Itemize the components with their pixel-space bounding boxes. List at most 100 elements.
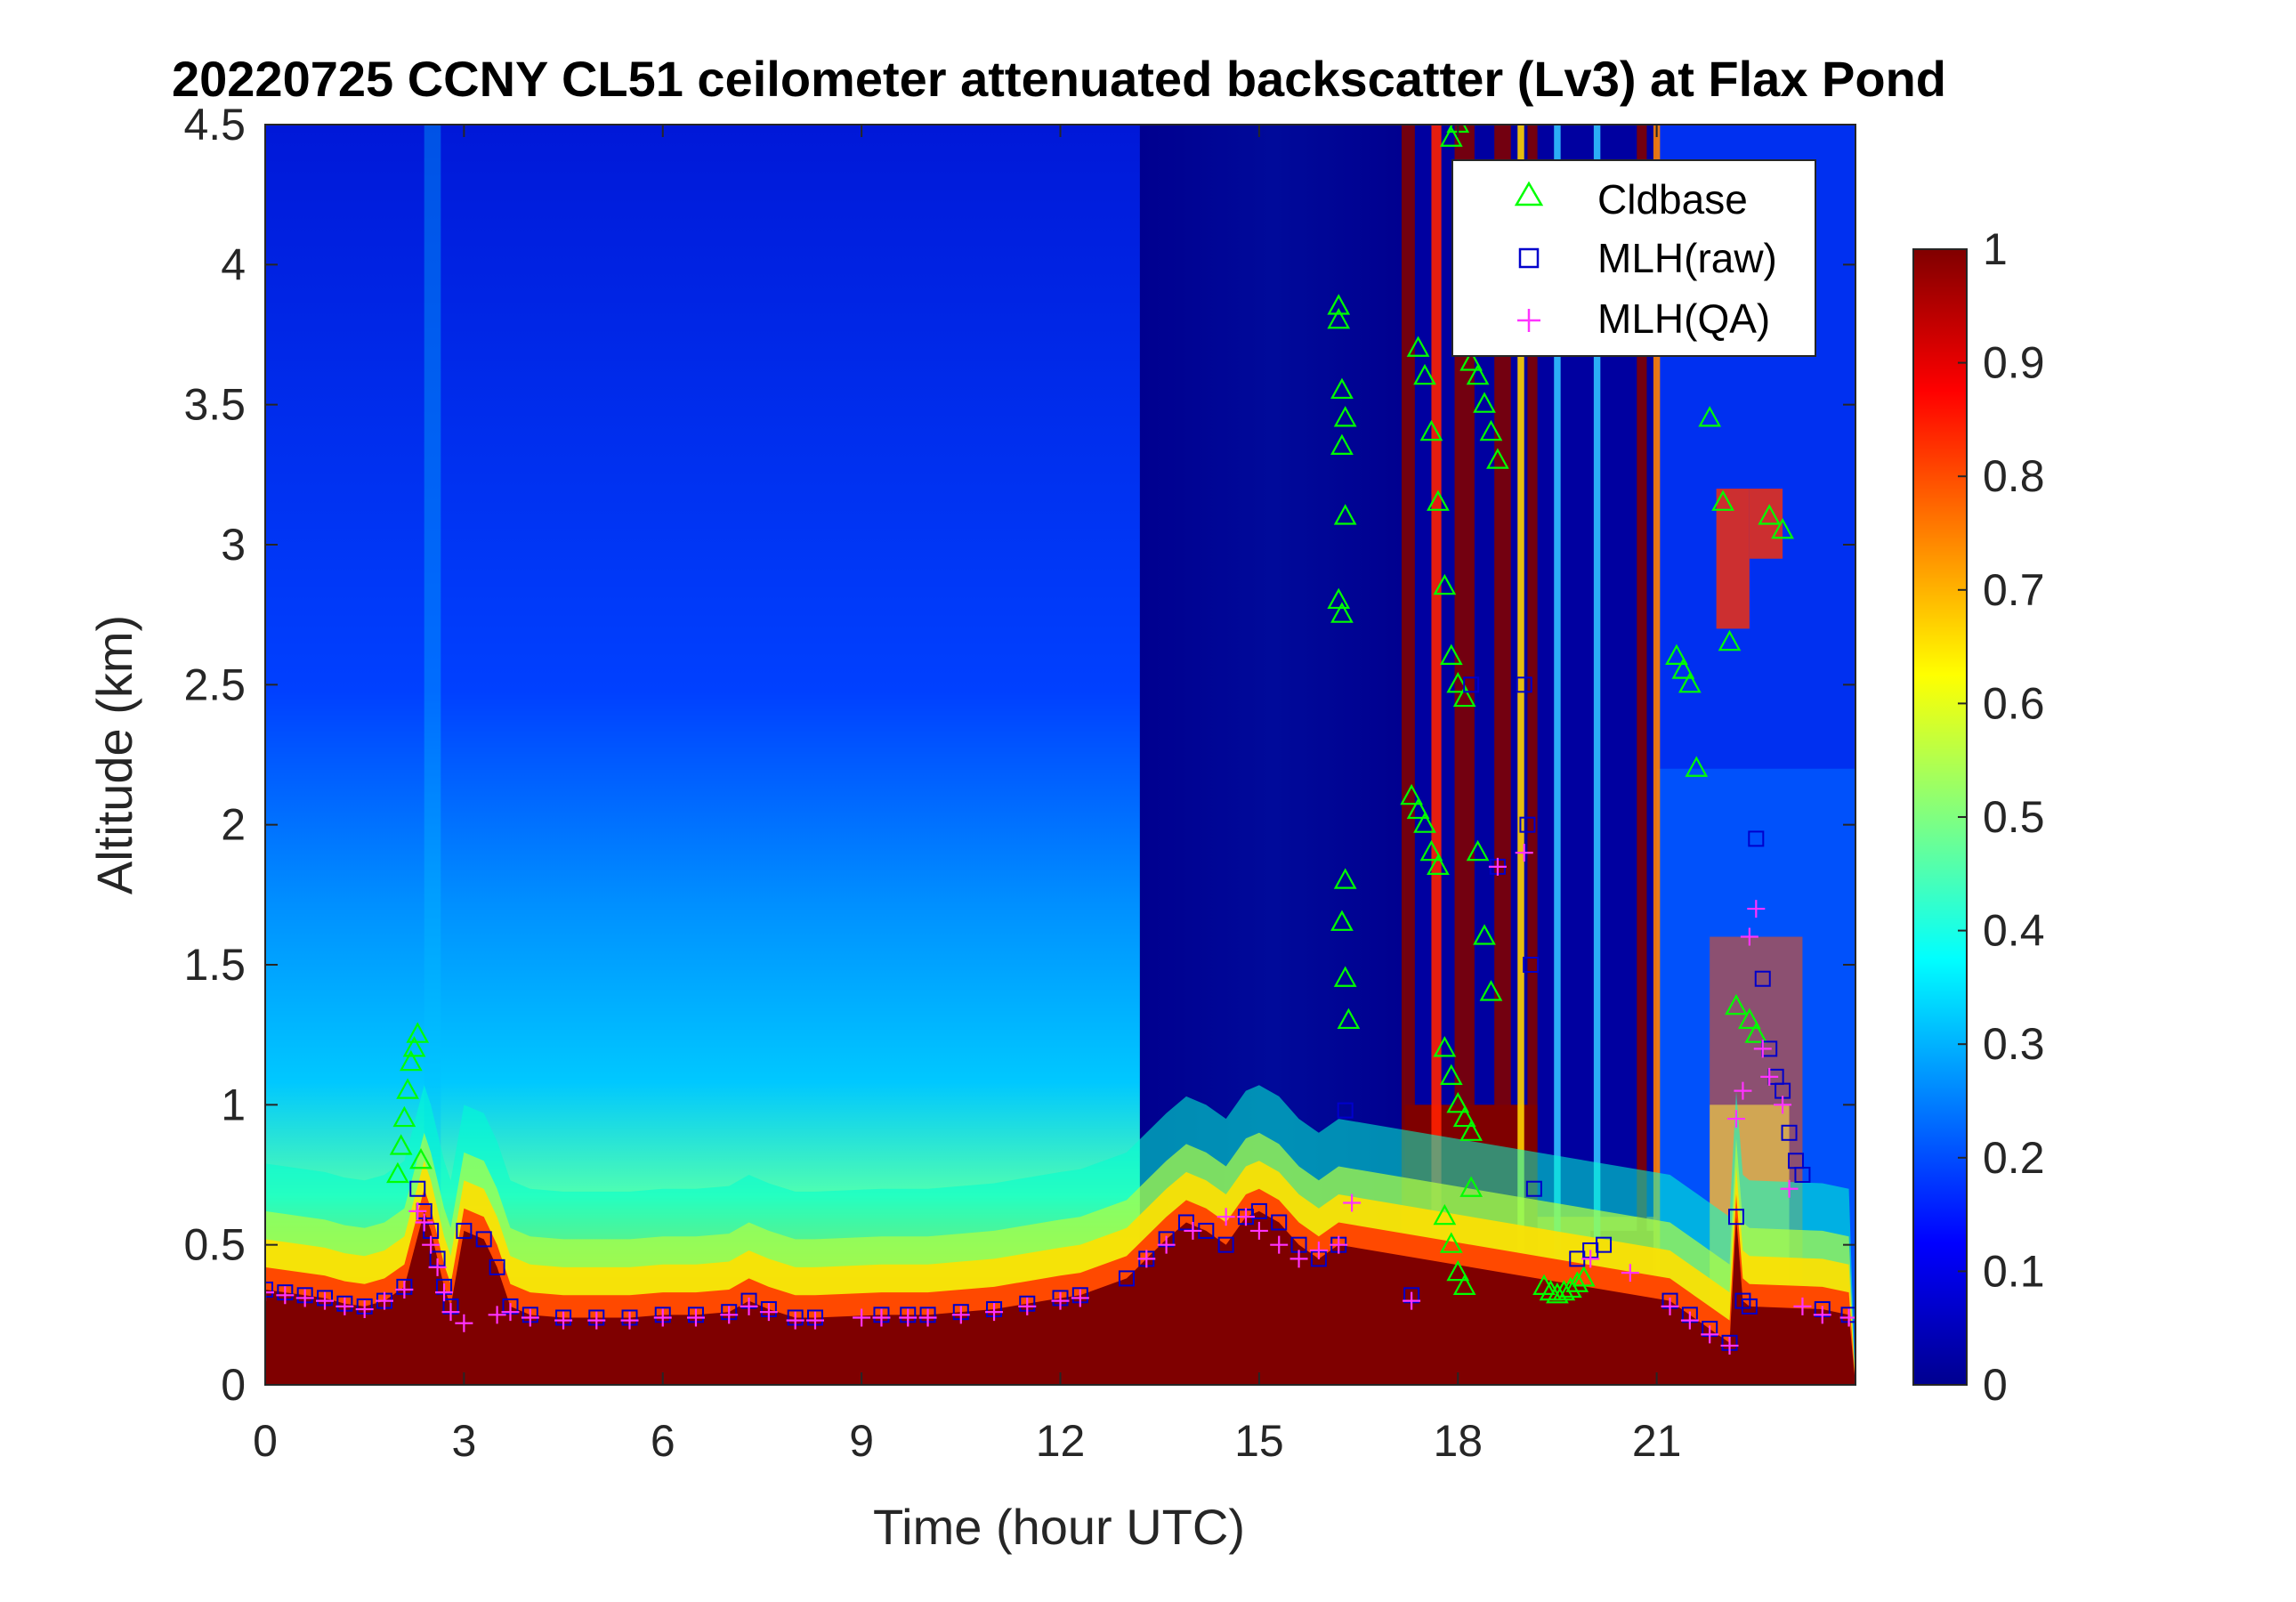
cldbase-marker: [1725, 993, 1748, 1015]
cldbase-marker: [1333, 966, 1357, 987]
mlh-raw-marker: [489, 1258, 505, 1275]
storm-column: [1554, 125, 1561, 1385]
mlh-qa-marker: [1137, 1250, 1156, 1268]
mlh-qa-marker: [853, 1308, 871, 1327]
colorbar-tick-label: 0: [1983, 1360, 2008, 1410]
early-column: [424, 125, 441, 1385]
mlh-raw-marker: [1754, 970, 1771, 987]
cldbase-marker: [1446, 672, 1470, 693]
y-tick-label: 4: [221, 239, 246, 289]
storm-column: [1517, 125, 1524, 1385]
storm-column: [1637, 125, 1647, 1385]
cldbase-marker: [1711, 490, 1734, 511]
mlh-qa-marker: [1701, 1325, 1719, 1344]
mlh-qa-marker: [316, 1291, 335, 1310]
mlh-qa-marker: [521, 1308, 539, 1327]
mlh-qa-marker: [653, 1308, 672, 1327]
mlh-qa-marker: [686, 1308, 705, 1327]
mlh-qa-marker: [759, 1303, 778, 1322]
mlh-qa-marker: [1330, 1235, 1348, 1254]
cldbase-marker: [1486, 448, 1509, 469]
cldbase-marker: [1665, 643, 1688, 665]
square-marker-icon: [1518, 247, 1540, 269]
mlh-qa-marker: [1217, 1208, 1235, 1226]
cldbase-marker: [409, 1147, 433, 1169]
colorbar-ticks: 0 0.1 0.2 0.3 0.4 0.5 0.6 0.7 0.8 0.9 1: [1958, 224, 2045, 1410]
cldbase-marker: [1452, 1105, 1476, 1128]
mlh-qa-marker: [1680, 1311, 1699, 1330]
cldbase-marker: [1466, 363, 1490, 385]
x-tick-label: 6: [651, 1416, 675, 1466]
mlh-qa-marker: [1774, 1096, 1792, 1114]
cldbase-marker: [402, 1036, 426, 1057]
cldbase-marker: [406, 1022, 430, 1043]
mlh-qa-marker: [1515, 844, 1533, 862]
y-tick-label: 0: [221, 1360, 246, 1410]
mlh-qa-marker: [1051, 1291, 1070, 1310]
y-tick-label: 1.5: [183, 940, 246, 990]
mlh-raw-marker: [1463, 676, 1480, 693]
cldbase-marker: [1327, 587, 1351, 610]
y-axis: 0 0.5 1 1.5 2 2.5 3 3.5 4 4.5: [183, 100, 1855, 1410]
cldbase-marker: [1433, 573, 1457, 595]
colorbar-gradient: [1912, 248, 1968, 1386]
legend-entry-mlh-qa: MLH(QA): [1517, 295, 1770, 342]
mlh-raw-marker: [1727, 1209, 1744, 1226]
mlh-qa-marker: [265, 1283, 274, 1302]
storm-column: [1454, 125, 1475, 1385]
mlh-qa-marker: [1760, 1067, 1779, 1086]
mlh-qa-marker: [501, 1303, 520, 1322]
mlh-raw-marker: [1523, 957, 1540, 973]
mlh-qa-marker: [1780, 1179, 1799, 1198]
mlh-qa-marker: [415, 1213, 433, 1232]
mlh-qa-marker: [376, 1291, 394, 1310]
mlh-qa-marker: [1488, 857, 1507, 876]
mlh-qa-marker: [1813, 1306, 1831, 1324]
storm-column: [1653, 125, 1661, 1385]
storm-column: [1527, 125, 1538, 1385]
cldbase-marker: [1330, 602, 1354, 623]
mlh-qa-marker: [1071, 1289, 1089, 1307]
mlh-qa-marker: [1661, 1297, 1679, 1315]
cldbase-marker: [386, 1161, 409, 1184]
mlh-raw-marker: [409, 1180, 426, 1197]
mlh-qa-marker: [422, 1235, 441, 1254]
mlh-qa-marker: [554, 1311, 573, 1330]
cldbase-marker: [1479, 419, 1503, 441]
mlh-qa-marker: [951, 1306, 970, 1324]
cldbase-marker: [1406, 797, 1430, 820]
mlh-qa-marker: [1270, 1235, 1289, 1254]
cldbase-marker: [1473, 392, 1496, 413]
cldbase-marker: [1459, 350, 1484, 371]
storm-column: [1431, 125, 1442, 1385]
mlh-qa-marker: [1726, 1110, 1745, 1129]
y-tick-label: 2.5: [183, 659, 246, 709]
cldbase-marker: [1330, 433, 1354, 455]
cldbase-marker: [1439, 1232, 1463, 1253]
mlh-qa-marker: [720, 1306, 739, 1324]
cldbase-marker: [1333, 406, 1357, 427]
mlh-raw-marker: [1217, 1236, 1234, 1253]
mlh-raw-marker: [1525, 1180, 1542, 1197]
x-tick-label: 0: [253, 1416, 278, 1466]
colorbar-tick-label: 0.5: [1983, 792, 2045, 842]
colorbar-tick-label: 0.8: [1983, 451, 2045, 501]
cldbase-marker: [1771, 517, 1794, 539]
mlh-qa-marker: [1018, 1297, 1037, 1315]
mlh-qa-marker: [455, 1314, 473, 1332]
mlh-raw-marker: [1250, 1202, 1267, 1219]
colorbar-tick-label: 0.6: [1983, 678, 2045, 728]
marker-layer: [265, 125, 1855, 1355]
legend-entry-cldbase: Cldbase: [1514, 176, 1748, 222]
cldbase-marker: [1473, 924, 1496, 945]
legend: Cldbase MLH(raw) MLH(QA): [1451, 159, 1816, 357]
mlh-qa-marker: [899, 1308, 918, 1327]
cldbase-marker: [1446, 1092, 1470, 1113]
mlh-qa-marker: [435, 1283, 454, 1302]
cldbase-marker: [1413, 812, 1436, 833]
storm-column: [1593, 125, 1601, 1385]
mlh-qa-marker: [1793, 1297, 1812, 1315]
cldbase-marker: [1427, 490, 1450, 511]
mlh-qa-marker: [395, 1281, 414, 1299]
cldbase-marker: [1671, 658, 1695, 679]
